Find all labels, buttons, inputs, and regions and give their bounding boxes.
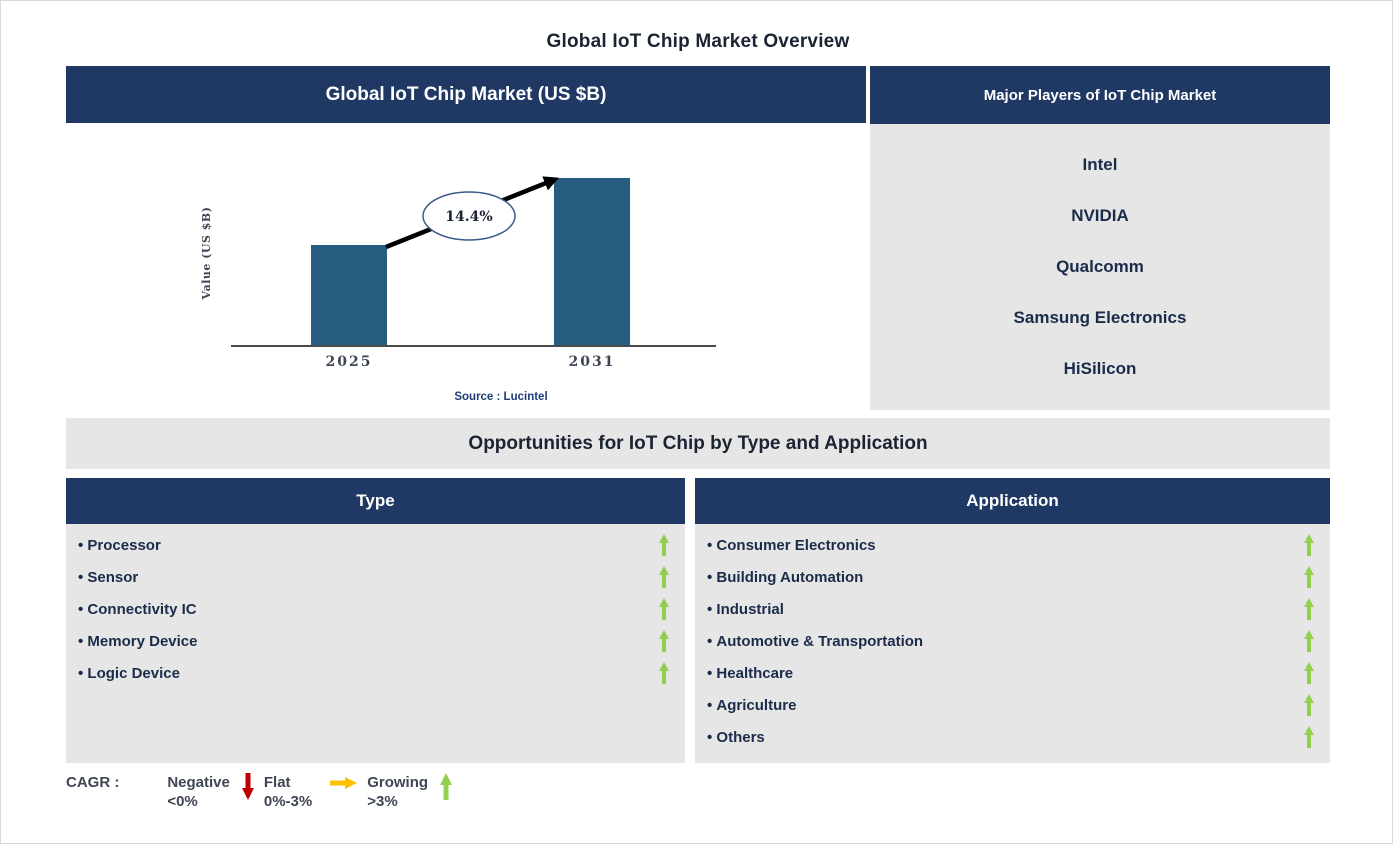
application-item-label: Building Automation [707,569,863,586]
players-panel-header: Major Players of IoT Chip Market [870,66,1330,124]
growing-up-arrow-icon [659,566,669,588]
bar-2031 [554,178,630,345]
legend-growing: Growing >3% [367,773,428,811]
growing-up-arrow-icon [1304,598,1314,620]
growing-up-arrow-icon [659,534,669,556]
type-item: Connectivity IC [66,593,685,625]
legend-title: CAGR : [66,774,120,791]
chart-x-axis [231,345,716,347]
growing-up-arrow-icon [659,598,669,620]
growing-up-arrow-icon [1304,662,1314,684]
type-item: Memory Device [66,625,685,657]
growing-up-arrow-icon [659,662,669,684]
growing-up-arrow-icon [1304,694,1314,716]
x-tick-2025: 2025 [325,354,373,370]
application-item-label: Consumer Electronics [707,537,875,554]
type-list: Processor Sensor Connectivity IC Memory … [66,524,685,763]
market-bar-chart: Value (US $B) 2025 2031 14.4% Source : L… [66,123,866,418]
legend-flat-range: 0%-3% [263,793,313,810]
legend-negative-range: <0% [167,793,198,810]
type-panel: Type Processor Sensor Connectivity IC Me… [66,478,685,763]
player-name: Intel [1082,155,1118,174]
legend-negative-name: Negative [167,774,230,791]
application-item: Healthcare [695,657,1330,689]
type-item-label: Connectivity IC [78,601,196,618]
legend-negative: Negative <0% [167,773,230,811]
legend-growing-range: >3% [367,793,398,810]
growing-up-arrow-icon [1304,726,1314,748]
x-tick-2031: 2031 [568,354,616,370]
application-panel: Application Consumer Electronics Buildin… [695,478,1330,763]
chart-source: Source : Lucintel [454,391,548,403]
negative-down-arrow-icon [241,773,254,800]
page-title: Global IoT Chip Market Overview [546,31,850,52]
growing-up-arrow-icon [440,773,453,800]
type-item-label: Memory Device [78,633,197,650]
application-item: Agriculture [695,689,1330,721]
flat-right-arrow-icon [330,777,358,789]
players-list: Intel NVIDIA Qualcomm Samsung Electronic… [870,124,1330,410]
type-item-label: Sensor [78,569,138,586]
growing-up-arrow-icon [1304,566,1314,588]
application-item-label: Others [707,729,764,746]
application-item-label: Agriculture [707,697,796,714]
market-panel-header: Global IoT Chip Market (US $B) [66,66,866,123]
application-panel-header: Application [695,478,1330,524]
type-panel-header: Type [66,478,685,524]
application-item: Consumer Electronics [695,529,1330,561]
player-name: Samsung Electronics [1013,308,1187,327]
opportunities-banner: Opportunities for IoT Chip by Type and A… [66,418,1330,469]
legend-growing-name: Growing [367,774,429,791]
type-item: Logic Device [66,657,685,689]
player-name: Qualcomm [1056,257,1144,276]
legend-flat: Flat 0%-3% [264,773,312,811]
application-item: Others [695,721,1330,753]
player-name: NVIDIA [1071,206,1129,225]
application-item-label: Healthcare [707,665,793,682]
type-item: Sensor [66,561,685,593]
player-name: HiSilicon [1063,359,1137,378]
application-item: Building Automation [695,561,1330,593]
growing-up-arrow-icon [1304,534,1314,556]
application-list: Consumer Electronics Building Automation… [695,524,1330,763]
type-item: Processor [66,529,685,561]
growing-up-arrow-icon [659,630,669,652]
application-item-label: Industrial [707,601,784,618]
growing-up-arrow-icon [1304,630,1314,652]
application-item: Automotive & Transportation [695,625,1330,657]
application-item-label: Automotive & Transportation [707,633,923,650]
bar-2025 [311,245,387,345]
cagr-ellipse [422,191,516,241]
cagr-value: 14.4% [445,209,492,225]
application-item: Industrial [695,593,1330,625]
players-panel: Major Players of IoT Chip Market Intel N… [870,66,1330,410]
type-item-label: Logic Device [78,665,180,682]
cagr-annotation: 14.4% [385,176,559,250]
cagr-legend: CAGR : Negative <0% Flat 0%-3% Growing >… [66,773,462,811]
type-item-label: Processor [78,537,160,554]
legend-flat-name: Flat [263,774,291,791]
